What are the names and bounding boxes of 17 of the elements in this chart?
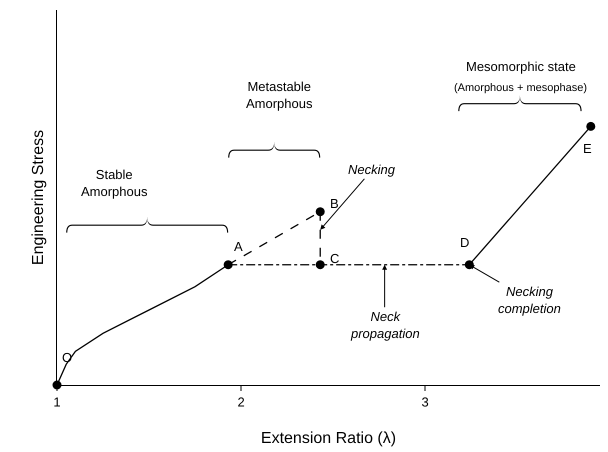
x-axis-title: Extension Ratio (λ) <box>260 430 396 447</box>
annotation: B <box>330 196 339 211</box>
annotation: E <box>583 141 592 156</box>
x-tick-label: 2 <box>237 394 245 410</box>
annotation: D <box>460 235 470 250</box>
text: Metastable Amorphous <box>246 79 313 111</box>
annotation: Neck propagation <box>350 309 420 341</box>
y-axis-title: Engineering Stress <box>30 130 47 266</box>
text: (Amorphous + mesophase) <box>454 82 587 94</box>
x-tick-label: 1 <box>53 394 61 410</box>
annotation: Stable Amorphous <box>81 167 148 199</box>
annotation: Necking <box>348 162 396 177</box>
text: Mesomorphic state <box>466 59 576 74</box>
annotation: Necking completion <box>498 284 561 316</box>
x-tick-label: 3 <box>422 394 429 410</box>
annotation: C <box>330 251 340 266</box>
annotation: A <box>234 239 243 254</box>
